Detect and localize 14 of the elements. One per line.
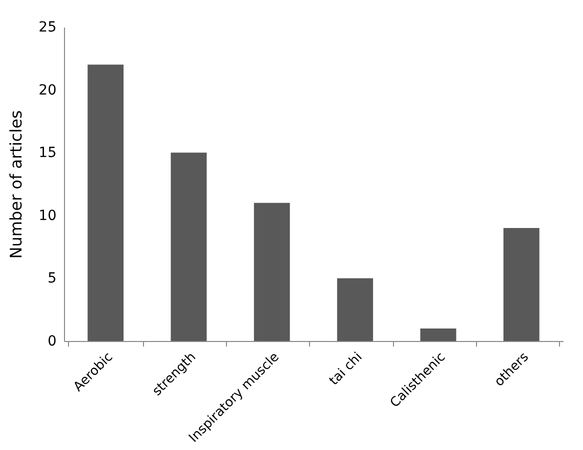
y-tick-label: 15 [38,145,56,162]
y-axis-title: Number of articles [6,110,26,259]
y-tick-label: 5 [48,270,56,287]
y-tick-label: 10 [38,208,56,224]
y-tick-label: 20 [38,82,56,98]
x-tick-label: tai chi [326,350,366,389]
bar [170,152,207,341]
bar [254,202,290,341]
bar [88,64,124,341]
y-tick-label: 0 [48,334,56,350]
bar [337,278,374,341]
bar [420,328,456,341]
y-tick-label: 25 [38,20,56,36]
bar [503,228,540,341]
